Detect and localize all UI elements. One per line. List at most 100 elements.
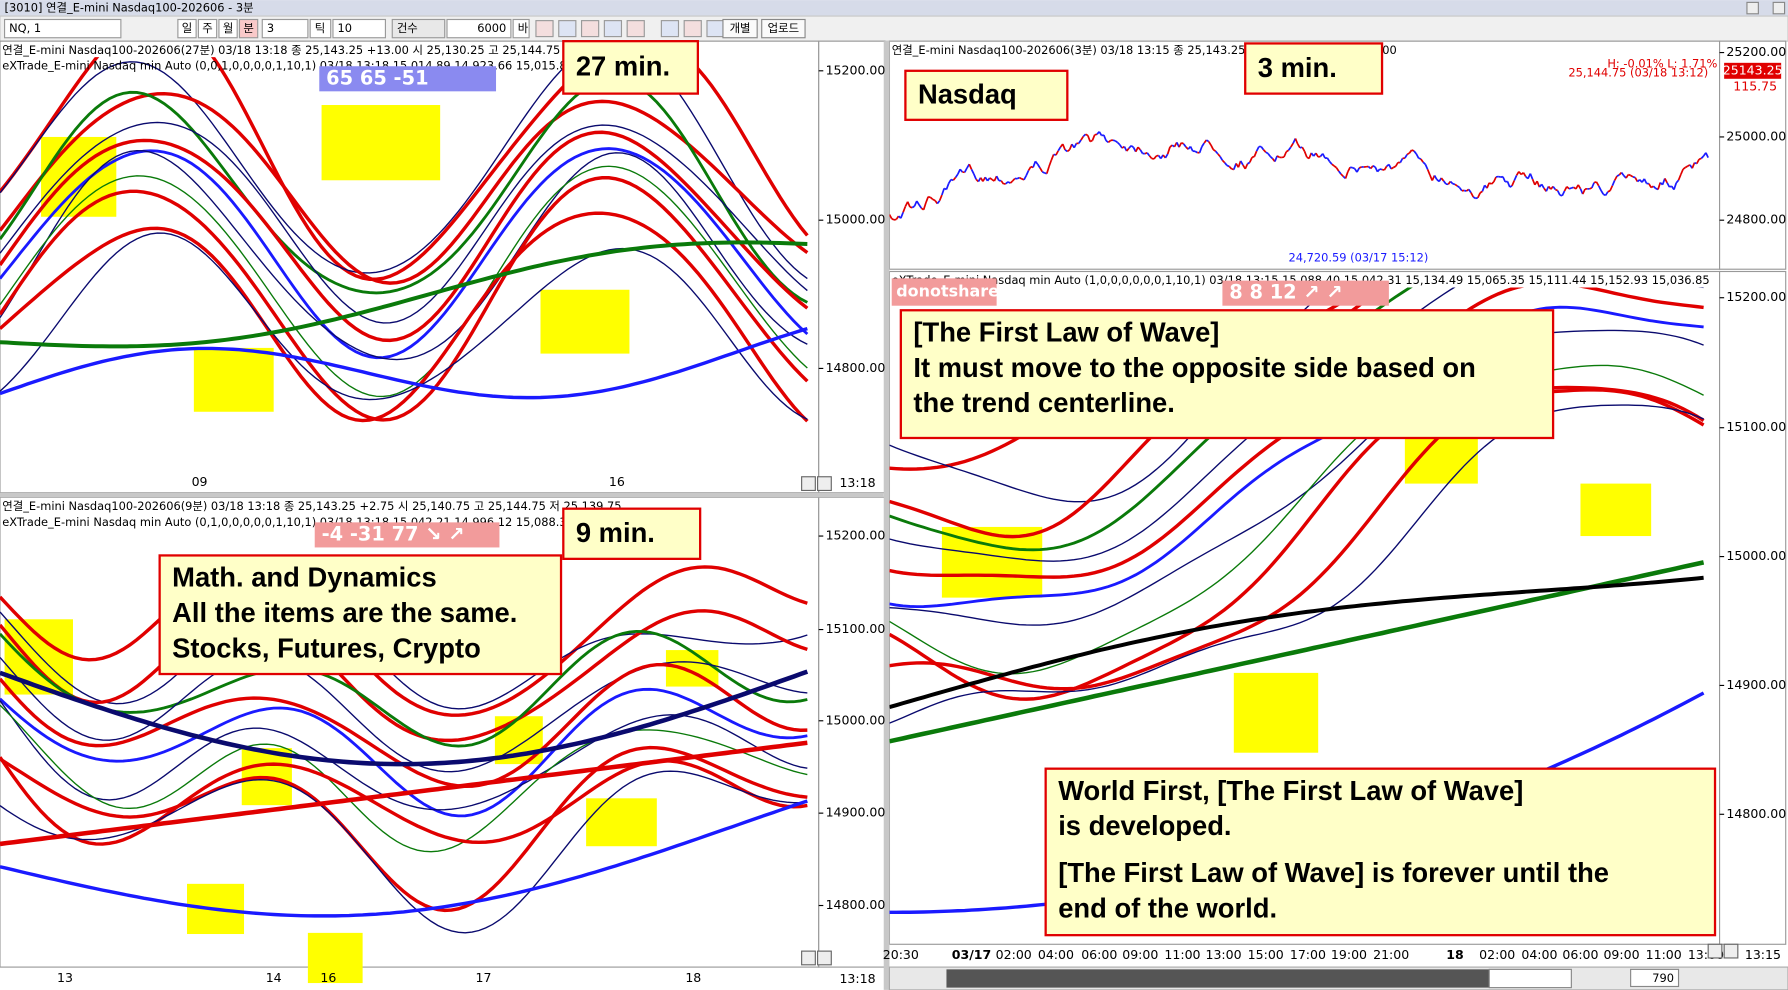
toolbar-field[interactable] <box>446 18 512 39</box>
price-segment <box>1406 152 1410 156</box>
toolbar-field[interactable] <box>309 18 332 39</box>
price-segment <box>1301 146 1306 152</box>
period-tab[interactable] <box>218 18 238 39</box>
zoom-button[interactable] <box>801 476 816 492</box>
price-segment <box>1616 174 1620 177</box>
price-segment <box>1369 165 1374 170</box>
price-segment <box>1182 143 1187 148</box>
price-segment <box>1463 189 1467 192</box>
price-segment <box>959 168 964 173</box>
price-segment <box>889 214 893 220</box>
price-segment <box>1169 144 1173 148</box>
price-segment <box>1442 180 1447 185</box>
annotation-text: 27 min. <box>576 51 670 82</box>
price-axis <box>1719 40 1787 270</box>
price-segment <box>1321 153 1326 159</box>
price-segment <box>1005 181 1009 185</box>
wave-line <box>0 745 808 913</box>
price-segment <box>1602 193 1606 197</box>
toolbar-field[interactable] <box>512 18 530 39</box>
price-segment <box>1571 186 1574 189</box>
zoom-button[interactable] <box>801 950 816 966</box>
price-segment <box>1139 149 1144 154</box>
indicator-header: eXTrade_E-mini Nasdaq min Auto (0,1,0,0,… <box>2 515 697 529</box>
wave-line <box>0 92 809 285</box>
period-tab[interactable] <box>197 18 218 39</box>
wave-line <box>0 770 808 934</box>
annotation-text: [The First Law of Wave] is forever until… <box>1058 857 1609 888</box>
search-button[interactable] <box>817 950 832 966</box>
period-tab[interactable] <box>177 18 197 39</box>
price-segment <box>1506 181 1511 188</box>
price-segment <box>1146 152 1151 157</box>
minimize-button[interactable] <box>1746 1 1759 15</box>
toolbar-icon[interactable] <box>660 20 680 38</box>
period-tab-label: 월 <box>223 21 233 35</box>
toolbar-field-label: 바 <box>518 21 529 35</box>
price-segment <box>1164 153 1169 159</box>
price-segment <box>1511 180 1516 187</box>
zoom-button[interactable] <box>1707 943 1723 959</box>
time-tick-label: 09:00 <box>1122 947 1158 962</box>
last-price-box <box>1724 62 1782 79</box>
price-segment <box>1595 181 1600 187</box>
price-segment <box>925 196 930 203</box>
toolbar-icon[interactable] <box>535 20 554 38</box>
price-tick-label: 25000.00 <box>1726 128 1786 143</box>
price-segment <box>1205 139 1210 143</box>
trend-line <box>889 575 1704 710</box>
wave-line <box>0 704 808 853</box>
price-segment <box>954 173 959 178</box>
search-button[interactable] <box>817 476 832 492</box>
toolbar-field[interactable] <box>332 18 386 39</box>
toolbar-field[interactable] <box>391 18 446 39</box>
toolbar-icon[interactable] <box>706 20 725 38</box>
price-segment <box>929 196 934 201</box>
toolbar-icon[interactable] <box>626 20 645 38</box>
toolbar-icon[interactable] <box>558 20 577 38</box>
period-tab-label: 주 <box>202 21 212 35</box>
toolbar-icon[interactable] <box>603 20 623 38</box>
period-tab[interactable] <box>238 18 259 39</box>
annotation-text: All the items are the same. <box>172 597 517 628</box>
price-segment <box>1128 145 1132 149</box>
price-segment <box>1231 168 1235 171</box>
toolbar-button[interactable] <box>722 18 758 39</box>
price-segment <box>1078 139 1082 144</box>
period-tab-label: 분 <box>243 21 253 35</box>
price-segment <box>1296 143 1301 149</box>
price-segment <box>1643 178 1648 184</box>
price-segment <box>1331 163 1335 167</box>
price-segment <box>927 195 931 199</box>
time-tick-label: 18 <box>1446 947 1463 962</box>
toolbar-button[interactable] <box>761 18 806 39</box>
close-button[interactable] <box>1772 1 1786 15</box>
wave-line <box>0 147 809 360</box>
price-segment <box>1433 175 1438 180</box>
price-segment <box>1536 180 1541 188</box>
toolbar-field-label: 건수 <box>397 21 418 35</box>
price-tick-label: 15200.00 <box>826 528 886 543</box>
price-segment <box>1251 155 1255 159</box>
price-segment <box>1611 180 1616 187</box>
search-button[interactable] <box>1723 943 1739 959</box>
price-segment <box>1064 149 1068 153</box>
signal-badge <box>1222 280 1389 306</box>
toolbar-icon[interactable] <box>580 20 600 38</box>
bar-count-box[interactable] <box>1630 968 1680 988</box>
price-segment <box>1604 191 1609 196</box>
toolbar-field[interactable] <box>261 18 309 39</box>
price-segment <box>1087 135 1091 142</box>
price-segment <box>1607 189 1611 193</box>
trend-line <box>0 326 808 400</box>
signal-badge-text: 8 8 12 ↗ ↗ <box>1229 281 1342 304</box>
time-tick-label: 09 <box>192 474 208 489</box>
symbol-box[interactable] <box>3 18 122 39</box>
toolbar-icon[interactable] <box>683 20 702 38</box>
price-segment <box>1000 180 1005 185</box>
price-segment <box>1694 161 1698 165</box>
scroll-thumb[interactable] <box>1488 968 1572 989</box>
price-segment <box>1399 157 1404 164</box>
